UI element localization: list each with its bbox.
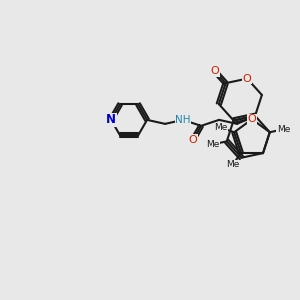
Text: NH: NH (175, 115, 191, 125)
Text: O: O (211, 66, 219, 76)
Text: Me: Me (226, 160, 239, 169)
Text: O: O (243, 74, 251, 84)
Text: Me: Me (206, 140, 220, 149)
Text: O: O (248, 114, 256, 124)
Text: N: N (106, 113, 116, 126)
Text: O: O (189, 135, 197, 145)
Text: Me: Me (214, 123, 228, 132)
Text: Me: Me (277, 125, 290, 134)
